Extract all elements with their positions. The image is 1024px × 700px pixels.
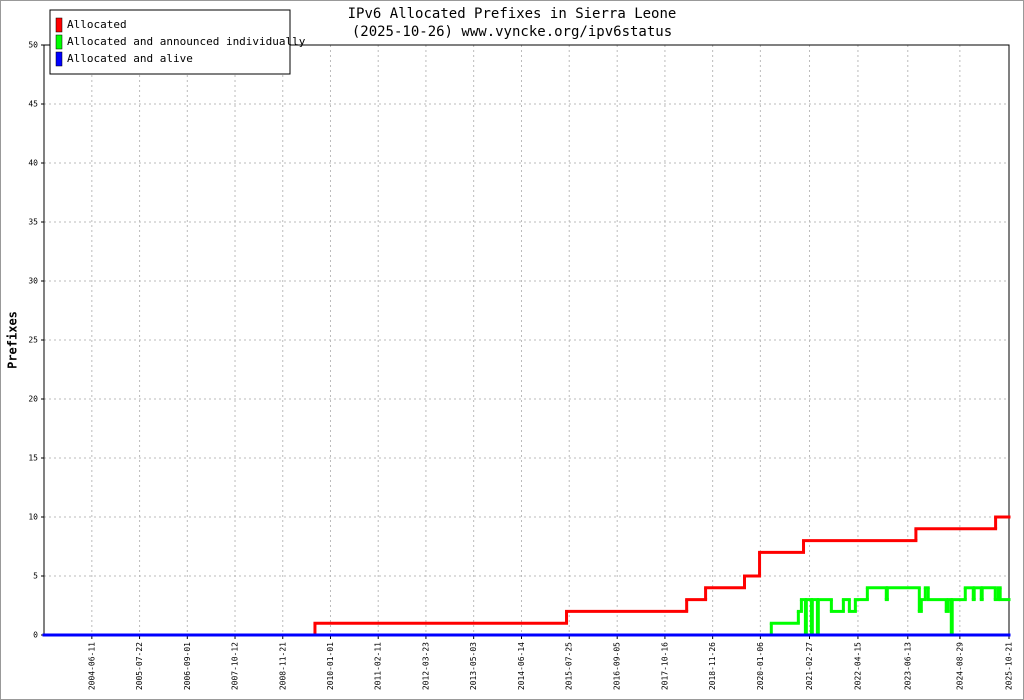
x-tick-label: 2004-06-11 xyxy=(87,642,96,690)
x-tick-label: 2015-07-25 xyxy=(565,642,574,690)
x-tick-label: 2016-09-05 xyxy=(613,642,622,690)
legend-box xyxy=(49,9,291,75)
x-tick-label: 2022-04-15 xyxy=(853,642,862,690)
x-tick-label: 2010-01-01 xyxy=(326,642,335,690)
x-tick-label: 2007-10-12 xyxy=(231,642,240,690)
legend-swatch xyxy=(55,17,63,33)
y-tick-label: 45 xyxy=(28,100,38,109)
x-tick-label: 2006-09-01 xyxy=(183,642,192,690)
x-tick-label: 2023-06-13 xyxy=(903,642,912,690)
chart-subtitle: (2025-10-26) www.vyncke.org/ipv6status xyxy=(352,24,672,40)
legend-label: Allocated and alive xyxy=(67,52,193,65)
y-tick-label: 5 xyxy=(33,572,38,581)
y-tick-label: 10 xyxy=(28,513,38,522)
legend-label: Allocated xyxy=(67,18,127,31)
x-tick-label: 2018-11-26 xyxy=(708,642,717,690)
x-tick-label: 2024-08-29 xyxy=(955,642,964,690)
x-tick-label: 2011-02-11 xyxy=(374,642,383,690)
x-tick-label: 2008-11-21 xyxy=(278,642,287,690)
x-tick-label: 2014-06-14 xyxy=(517,642,526,690)
x-tick-label: 2013-05-03 xyxy=(469,642,478,690)
y-tick-label: 20 xyxy=(28,395,38,404)
y-tick-label: 35 xyxy=(28,218,38,227)
x-tick-label: 2017-10-16 xyxy=(660,642,669,690)
y-tick-label: 30 xyxy=(28,277,38,286)
chart-title: IPv6 Allocated Prefixes in Sierra Leone xyxy=(348,6,677,22)
x-tick-label: 2025-10-21 xyxy=(1005,642,1014,690)
y-axis-label: Prefixes xyxy=(6,311,20,369)
y-tick-label: 15 xyxy=(28,454,38,463)
x-tick-label: 2012-03-23 xyxy=(421,642,430,690)
x-tick-label: 2020-01-06 xyxy=(756,642,765,690)
legend-label: Allocated and announced individually xyxy=(67,35,306,48)
legend-swatch xyxy=(55,51,63,67)
x-tick-label: 2005-07-22 xyxy=(135,642,144,690)
y-tick-label: 0 xyxy=(33,631,38,640)
y-tick-label: 50 xyxy=(28,41,38,50)
x-tick-label: 2021-02-27 xyxy=(805,642,814,690)
legend-swatch xyxy=(55,34,63,50)
y-tick-label: 25 xyxy=(28,336,38,345)
y-tick-label: 40 xyxy=(28,159,38,168)
